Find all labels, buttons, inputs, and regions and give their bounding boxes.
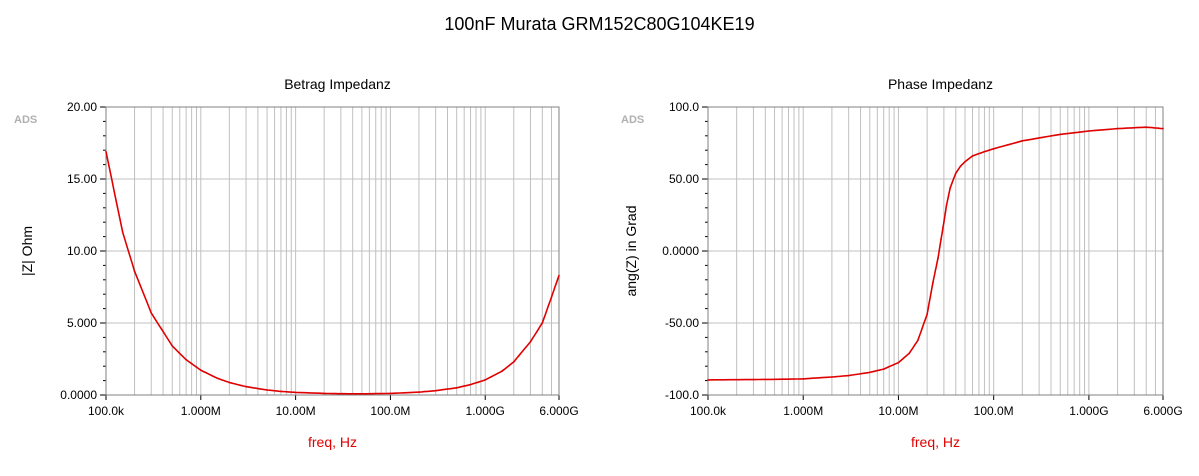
magnitude-chart-title: Betrag Impedanz (284, 76, 391, 92)
phase-data-point (897, 361, 900, 364)
y-tick-label: -50.00 (665, 316, 699, 330)
magnitude-data-point (105, 150, 107, 153)
magnitude-data-point (501, 370, 503, 373)
main-title: 100nF Murata GRM152C80G104KE19 (444, 14, 755, 34)
magnitude-data-point (228, 381, 231, 384)
plot-frame (707, 106, 1164, 396)
phase-data-point (908, 352, 911, 355)
y-tick-label: 50.00 (669, 172, 699, 186)
x-tick-label: 100.0k (88, 404, 125, 418)
phase-data-point (1059, 133, 1062, 136)
y-tick-label: -100.0 (665, 388, 699, 402)
x-tick-label: 1.000G (466, 404, 505, 418)
phase-data-point (937, 257, 939, 260)
phase-data-point (1116, 127, 1119, 130)
phase-data-point (882, 368, 885, 370)
phase-data-point (1021, 140, 1024, 142)
phase-data-point (926, 313, 928, 316)
magnitude-x-axis-label: freq, Hz (308, 434, 357, 450)
phase-data-point (868, 371, 871, 374)
x-tick-label: 10.00M (276, 404, 316, 418)
ads-watermark: ADS (621, 114, 644, 126)
magnitude-data-point (216, 377, 219, 380)
phase-data-point (940, 238, 942, 241)
phase-data-point (959, 165, 962, 167)
x-tick-label: 10.00M (878, 404, 918, 418)
magnitude-data-point (418, 391, 420, 393)
phase-data-point (949, 186, 952, 189)
magnitude-data-point (185, 358, 187, 361)
ads-watermark: ADS (14, 114, 37, 126)
x-tick-label: 6.000G (539, 404, 578, 418)
phase-data-point (971, 155, 974, 157)
magnitude-chart: 0.0000 5.000 10.00 15.00 20.00 100.0k 1.000M 10… (14, 76, 579, 450)
magnitude-y-axis-label: |Z| Ohm (19, 226, 35, 276)
magnitude-data-point (266, 389, 268, 391)
y-tick-label: 100.0 (669, 100, 699, 114)
magnitude-data-point (280, 390, 282, 393)
phase-data-point (992, 147, 995, 150)
phase-chart: -100.0 -50.00 0.0000 50.00 100.0 100.0k 1.000M… (621, 76, 1183, 450)
magnitude-data-point (121, 231, 124, 234)
y-tick-label: 15.00 (67, 172, 97, 186)
phase-data-point (1162, 127, 1164, 130)
y-tick-label: 20.00 (67, 100, 97, 114)
x-tick-label: 1.000M (181, 404, 221, 418)
phase-data-point (943, 221, 945, 223)
phase-data-point (787, 378, 790, 380)
magnitude-data-point (469, 383, 472, 386)
x-tick-label: 100.0M (974, 404, 1014, 418)
y-tick-label: 5.000 (67, 316, 97, 330)
magnitude-data-point (558, 274, 560, 277)
phase-data-point (831, 376, 833, 378)
x-tick-label: 6.000G (1143, 404, 1182, 418)
phase-curve (707, 126, 1164, 381)
magnitude-data-point (294, 391, 297, 394)
magnitude-data-point (550, 296, 553, 298)
magnitude-data-point (529, 340, 532, 343)
phase-data-point (1088, 130, 1090, 132)
magnitude-data-point (389, 392, 392, 395)
phase-data-point (847, 374, 850, 377)
magnitude-data-point (434, 389, 437, 392)
magnitude-data-point (245, 385, 247, 388)
y-tick-label: 0.0000 (60, 388, 97, 402)
phase-data-point (802, 378, 805, 380)
phase-data-point (945, 204, 948, 206)
magnitude-data-point (340, 392, 342, 395)
x-tick-label: 1.000G (1069, 404, 1108, 418)
phase-chart-title: Phase Impedanz (888, 76, 993, 92)
phase-data-point (752, 378, 755, 381)
x-tick-label: 1.000M (783, 404, 823, 418)
phase-data-point (954, 172, 957, 175)
phase-data-point (1145, 126, 1148, 128)
phase-data-point (917, 339, 919, 342)
phase-y-axis-label: ang(Z) in Grad (623, 205, 639, 296)
magnitude-data-point (512, 361, 515, 363)
magnitude-data-point (323, 392, 325, 395)
y-tick-label: 10.00 (67, 244, 97, 258)
phase-data-point (707, 379, 709, 381)
plot-frame (105, 106, 560, 396)
x-tick-label: 100.0k (690, 404, 727, 418)
magnitude-data-point (133, 270, 136, 272)
magnitude-data-point (361, 393, 363, 395)
magnitude-data-point (200, 369, 202, 372)
phase-data-point (932, 281, 934, 284)
phase-data-point (983, 150, 986, 153)
x-tick-label: 100.0M (370, 404, 410, 418)
magnitude-data-point (150, 312, 153, 314)
phase-x-axis-label: freq, Hz (911, 434, 960, 450)
magnitude-data-point (455, 387, 458, 389)
magnitude-data-point (541, 322, 544, 324)
magnitude-data-point (171, 345, 174, 347)
magnitude-curve (105, 151, 560, 395)
magnitude-data-point (484, 379, 487, 381)
y-tick-label: 0.0000 (662, 244, 699, 258)
phase-data-point (964, 160, 966, 163)
